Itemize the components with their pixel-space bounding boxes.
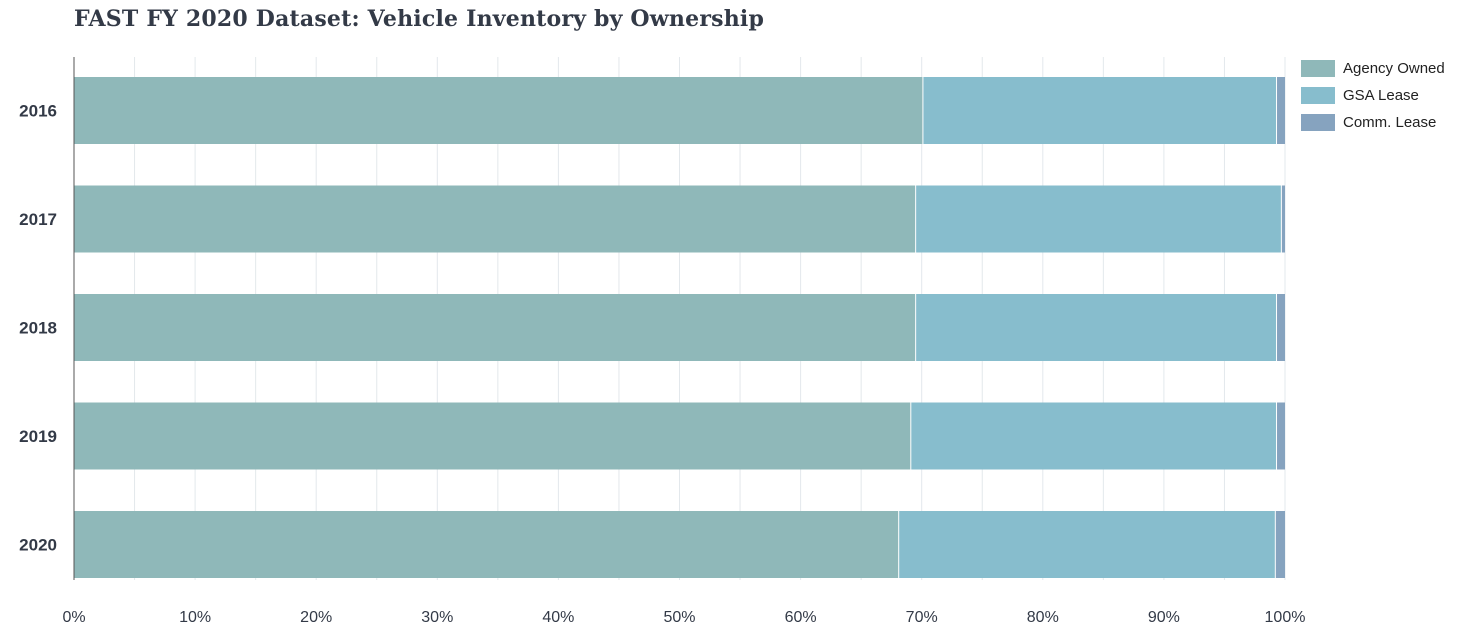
bar-agency-owned-2020 — [74, 511, 899, 578]
y-tick-label: 2016 — [19, 102, 57, 121]
y-tick-label: 2017 — [19, 210, 57, 229]
y-tick-label: 2019 — [19, 427, 57, 446]
x-tick-label: 60% — [785, 609, 817, 626]
chart-title: FAST FY 2020 Dataset: Vehicle Inventory … — [74, 6, 765, 32]
x-tick-label: 50% — [663, 609, 695, 626]
bar-gsa-lease-2016 — [922, 77, 1277, 144]
bar-comm-lease-2018 — [1276, 294, 1285, 361]
bar-gsa-lease-2017 — [915, 185, 1282, 253]
x-tick-label: 20% — [300, 609, 332, 626]
x-tick-label: 40% — [542, 609, 574, 626]
x-tick-label: 0% — [62, 609, 85, 626]
legend-item-comm-lease[interactable]: Comm. Lease — [1301, 109, 1445, 136]
bar-agency-owned-2016 — [74, 77, 923, 144]
bar-gsa-lease-2018 — [915, 294, 1277, 361]
x-tick-label: 30% — [421, 609, 453, 626]
legend-swatch — [1301, 60, 1335, 77]
bar-agency-owned-2018 — [74, 294, 916, 361]
x-tick-label: 90% — [1148, 609, 1180, 626]
x-tick-label: 70% — [906, 609, 938, 626]
bar-agency-owned-2019 — [74, 402, 911, 470]
y-tick-label: 2020 — [19, 536, 57, 555]
x-tick-label: 10% — [179, 609, 211, 626]
y-tick-label: 2018 — [19, 319, 57, 338]
bar-agency-owned-2017 — [74, 185, 916, 253]
legend-item-agency-owned[interactable]: Agency Owned — [1301, 55, 1445, 82]
legend-swatch — [1301, 87, 1335, 104]
legend-item-gsa-lease[interactable]: GSA Lease — [1301, 82, 1445, 109]
x-tick-label: 80% — [1027, 609, 1059, 626]
bar-gsa-lease-2020 — [898, 511, 1276, 578]
legend-label: Agency Owned — [1343, 60, 1445, 77]
legend-label: Comm. Lease — [1343, 114, 1437, 131]
bar-comm-lease-2020 — [1275, 511, 1285, 578]
legend-swatch — [1301, 114, 1335, 131]
legend-label: GSA Lease — [1343, 87, 1419, 104]
x-tick-label: 100% — [1265, 609, 1306, 626]
bar-comm-lease-2017 — [1281, 185, 1285, 253]
bar-comm-lease-2019 — [1276, 402, 1285, 470]
bar-comm-lease-2016 — [1276, 77, 1285, 144]
chart-legend: Agency Owned GSA Lease Comm. Lease — [1301, 55, 1445, 136]
bar-gsa-lease-2019 — [910, 402, 1277, 470]
